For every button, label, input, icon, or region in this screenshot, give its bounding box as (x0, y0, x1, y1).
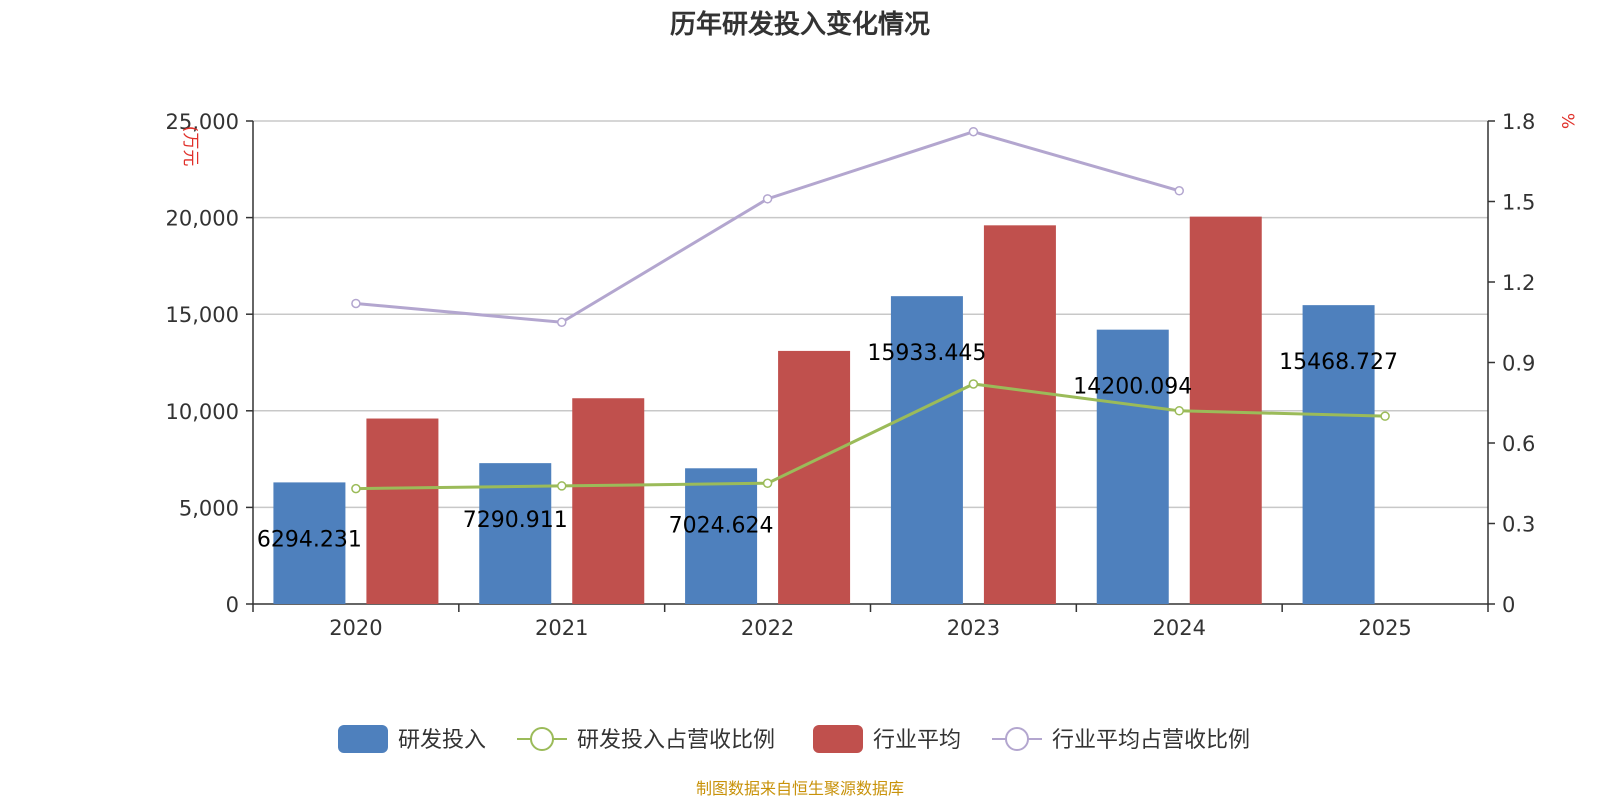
line-研发投入占营收比例 (355, 382, 1386, 491)
legend-swatch-marker (1005, 727, 1029, 751)
line-point (1174, 406, 1184, 416)
bar-行业平均-2022 (778, 350, 851, 604)
y-right-tick-label: 0.9 (1502, 352, 1535, 376)
line-point (1380, 411, 1390, 421)
bar-研发投入-2023 (890, 296, 963, 604)
line-point (968, 126, 979, 137)
x-tick-label: 2022 (741, 616, 794, 640)
legend-swatch-bar (813, 725, 863, 753)
x-tick-label: 2023 (947, 616, 1000, 640)
line-point (968, 379, 979, 389)
y-right-tick-label: 0.6 (1502, 432, 1535, 456)
x-tick-label: 2024 (1153, 616, 1206, 640)
line-point (351, 483, 361, 494)
bar-value-label: 7024.624 (669, 513, 774, 538)
bar-行业平均-2020 (366, 418, 439, 604)
line-point (351, 298, 361, 309)
y-left-tick-label: 10,000 (166, 400, 239, 424)
source-note: 制图数据来自恒生聚源数据库 (696, 779, 904, 798)
y-right-tick-label: 1.5 (1502, 191, 1535, 215)
bar-value-label: 7290.911 (463, 508, 568, 533)
legend-label: 行业平均 (873, 728, 961, 753)
line-point (762, 194, 773, 204)
y-left-tick-label: 20,000 (166, 207, 239, 231)
axes: 0 5,000 10,000 15,000 20,000 25,000 0 0.3 0.6 0.9… (166, 110, 1536, 640)
y-left-tick-label: 15,000 (166, 303, 239, 327)
y-right-tick-label: 0 (1502, 593, 1515, 617)
legend-label: 研发投入 (398, 728, 486, 753)
y-left-unit: (万元 (180, 126, 200, 167)
bar-研发投入-2022 (685, 468, 758, 604)
bar-value-label: 15468.727 (1279, 350, 1398, 375)
line-point (557, 317, 567, 327)
bar-value-label: 15933.445 (867, 341, 986, 366)
legend-swatch-marker (530, 727, 554, 751)
y-left-tick-label: 0 (226, 593, 239, 617)
y-right-tick-label: 0.3 (1502, 513, 1535, 537)
y-left-tick-label: 5,000 (179, 496, 239, 520)
line-point (1174, 186, 1184, 196)
y-right-tick-label: 1.8 (1502, 110, 1535, 134)
y-right-unit: % (1557, 113, 1577, 129)
lines (351, 126, 1390, 494)
y-right-tick-label: 1.2 (1502, 271, 1535, 295)
legend-label: 研发投入占营收比例 (577, 728, 775, 753)
bar-行业平均-2021 (572, 398, 645, 604)
bar-value-label: 14200.094 (1073, 375, 1192, 400)
legend-label: 行业平均占营收比例 (1052, 728, 1250, 753)
bar-研发投入-2020 (273, 482, 346, 604)
x-tick-label: 2025 (1358, 616, 1411, 640)
line-point (762, 478, 773, 488)
bar-研发投入-2024 (1096, 329, 1169, 604)
x-tick-label: 2020 (329, 616, 382, 640)
bar-研发投入-2025 (1302, 305, 1375, 604)
chart-title: 历年研发投入变化情况 (670, 9, 930, 40)
y-left-tick-label: 25,000 (166, 110, 239, 134)
legend: 研发投入 研发投入占营收比例 行业平均 行业平均占营收比例 (338, 725, 1250, 753)
line-point (557, 481, 567, 491)
bar-行业平均-2023 (983, 225, 1056, 604)
bar-labels: 6294.231 7290.911 7024.624 15933.445 14200.0… (257, 341, 1398, 552)
bar-value-label: 6294.231 (257, 527, 362, 552)
legend-swatch-bar (338, 725, 388, 753)
x-tick-label: 2021 (535, 616, 588, 640)
bar-研发投入-2021 (479, 463, 552, 604)
